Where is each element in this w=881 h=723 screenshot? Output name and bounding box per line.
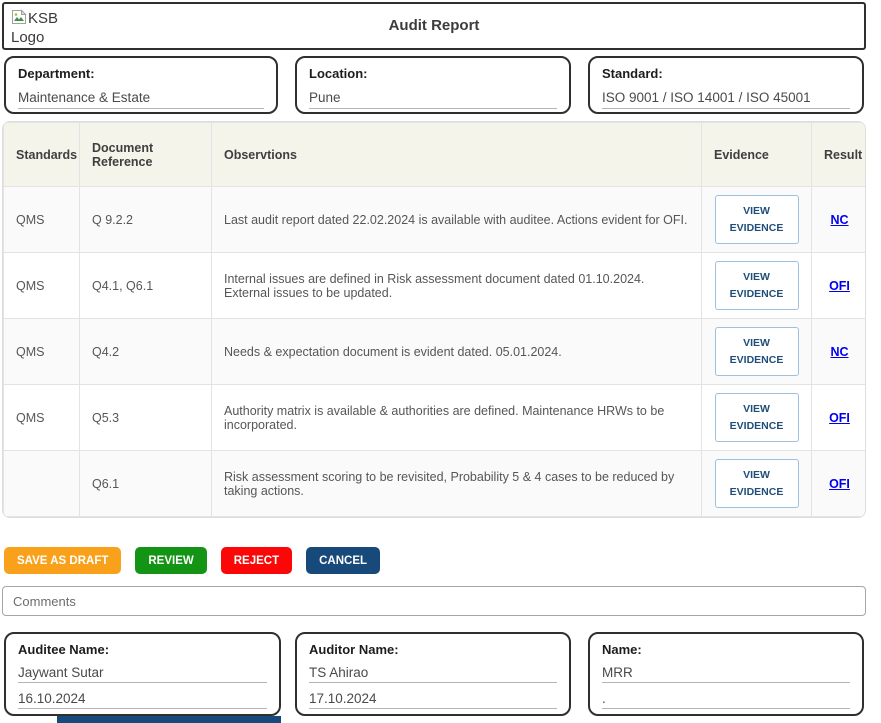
- doc-ref-cell: Q5.3: [80, 385, 212, 451]
- table-row: QMS Q4.2 Needs & expectation document is…: [4, 319, 867, 385]
- doc-ref-cell: Q4.2: [80, 319, 212, 385]
- col-header-observations: Observtions: [212, 123, 702, 187]
- audit-report-page: KSB Logo Audit Report Department: Mainte…: [0, 2, 881, 723]
- standard-cell: QMS: [4, 319, 80, 385]
- auditee-date-value[interactable]: 16.10.2024: [18, 691, 267, 709]
- view-evidence-button[interactable]: VIEW EVIDENCE: [715, 261, 799, 311]
- auditor-fieldset: Auditor Name: TS Ahirao 17.10.2024: [295, 632, 571, 716]
- result-link[interactable]: OFI: [829, 279, 850, 293]
- col-header-standards: Standards: [4, 123, 80, 187]
- standard-cell: QMS: [4, 187, 80, 253]
- standard-label: Standard:: [602, 66, 850, 81]
- observation-cell: Last audit report dated 22.02.2024 is av…: [212, 187, 702, 253]
- standard-cell: [4, 451, 80, 517]
- view-evidence-button[interactable]: VIEW EVIDENCE: [715, 327, 799, 377]
- cancel-button[interactable]: CANCEL: [306, 547, 380, 574]
- table-row: QMS Q4.1, Q6.1 Internal issues are defin…: [4, 253, 867, 319]
- col-header-evidence: Evidence: [702, 123, 812, 187]
- name-value[interactable]: MRR: [602, 665, 850, 683]
- table-row: QMS Q 9.2.2 Last audit report dated 22.0…: [4, 187, 867, 253]
- standard-cell: QMS: [4, 253, 80, 319]
- department-fieldset: Department: Maintenance & Estate: [4, 56, 278, 114]
- doc-ref-cell: Q4.1, Q6.1: [80, 253, 212, 319]
- auditee-fieldset: Auditee Name: Jaywant Sutar 16.10.2024: [4, 632, 281, 716]
- info-field-row: Department: Maintenance & Estate Locatio…: [2, 56, 866, 114]
- view-evidence-button[interactable]: VIEW EVIDENCE: [715, 459, 799, 509]
- reject-button[interactable]: REJECT: [221, 547, 292, 574]
- col-header-document-reference: Document Reference: [80, 123, 212, 187]
- result-link[interactable]: OFI: [829, 477, 850, 491]
- auditor-date-value[interactable]: 17.10.2024: [309, 691, 557, 709]
- location-label: Location:: [309, 66, 557, 81]
- standard-cell: QMS: [4, 385, 80, 451]
- save-as-draft-button[interactable]: SAVE AS DRAFT: [4, 547, 121, 574]
- location-fieldset: Location: Pune: [295, 56, 571, 114]
- name-label: Name:: [602, 642, 850, 657]
- table-row: QMS Q5.3 Authority matrix is available &…: [4, 385, 867, 451]
- observation-cell: Risk assessment scoring to be revisited,…: [212, 451, 702, 517]
- review-button[interactable]: REVIEW: [135, 547, 206, 574]
- result-link[interactable]: NC: [830, 345, 848, 359]
- result-link[interactable]: NC: [830, 213, 848, 227]
- name-date-value[interactable]: .: [602, 691, 850, 709]
- observations-table: Standards Document Reference Observtions…: [3, 122, 866, 517]
- table-header-row: Standards Document Reference Observtions…: [4, 123, 867, 187]
- observations-table-wrapper: Standards Document Reference Observtions…: [2, 121, 866, 518]
- location-value[interactable]: Pune: [309, 90, 557, 109]
- report-header: KSB Logo Audit Report: [2, 2, 866, 50]
- view-evidence-button[interactable]: VIEW EVIDENCE: [715, 195, 799, 245]
- name-fieldset: Name: MRR .: [588, 632, 864, 716]
- auditor-name-value[interactable]: TS Ahirao: [309, 665, 557, 683]
- action-button-row: SAVE AS DRAFT REVIEW REJECT CANCEL: [4, 547, 866, 574]
- auditee-name-label: Auditee Name:: [18, 642, 267, 657]
- observation-cell: Needs & expectation document is evident …: [212, 319, 702, 385]
- auditee-name-value[interactable]: Jaywant Sutar: [18, 665, 267, 683]
- comments-input[interactable]: [2, 586, 866, 616]
- bottom-partial-bar: [57, 716, 281, 723]
- observation-cell: Internal issues are defined in Risk asse…: [212, 253, 702, 319]
- col-header-result: Result: [812, 123, 867, 187]
- result-link[interactable]: OFI: [829, 411, 850, 425]
- standard-fieldset: Standard: ISO 9001 / ISO 14001 / ISO 450…: [588, 56, 864, 114]
- department-label: Department:: [18, 66, 264, 81]
- page-title: Audit Report: [4, 17, 864, 34]
- observation-cell: Authority matrix is available & authorit…: [212, 385, 702, 451]
- doc-ref-cell: Q 9.2.2: [80, 187, 212, 253]
- standard-value[interactable]: ISO 9001 / ISO 14001 / ISO 45001: [602, 90, 850, 109]
- view-evidence-button[interactable]: VIEW EVIDENCE: [715, 393, 799, 443]
- signature-row: Auditee Name: Jaywant Sutar 16.10.2024 A…: [2, 632, 866, 716]
- doc-ref-cell: Q6.1: [80, 451, 212, 517]
- department-value[interactable]: Maintenance & Estate: [18, 90, 264, 109]
- auditor-name-label: Auditor Name:: [309, 642, 557, 657]
- table-row: Q6.1 Risk assessment scoring to be revis…: [4, 451, 867, 517]
